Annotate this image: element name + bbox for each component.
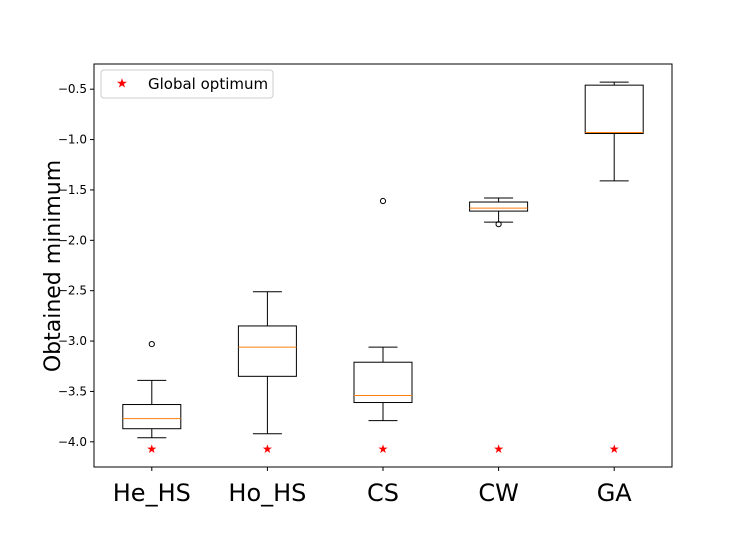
global-optimum-marker: ★ [378, 442, 389, 456]
y-tick-label: −3.5 [58, 384, 87, 398]
box-iqr [353, 361, 413, 404]
y-tick-label: −3.0 [58, 334, 87, 348]
box-iqr [122, 404, 182, 430]
legend: ★ Global optimum [100, 69, 274, 99]
plot-area-frame [93, 63, 673, 468]
y-tick-label: −1.0 [58, 133, 87, 147]
global-optimum-marker: ★ [146, 442, 157, 456]
box-iqr [469, 201, 529, 212]
x-tick-label: CS [367, 479, 399, 507]
global-optimum-marker: ★ [493, 442, 504, 456]
y-tick-label: −1.5 [58, 183, 87, 197]
y-tick-label: −2.0 [58, 233, 87, 247]
y-axis-label: Obtained minimum [41, 160, 66, 372]
x-tick-label: GA [597, 479, 633, 507]
y-tick-label: −4.0 [58, 435, 87, 449]
y-tick-label: −2.5 [58, 284, 87, 298]
global-optimum-marker: ★ [609, 442, 620, 456]
outlier-point [148, 340, 155, 348]
outlier-point [379, 197, 387, 205]
global-optimum-marker: ★ [262, 442, 273, 456]
legend-star-icon: ★ [116, 77, 128, 92]
y-tick-label: −0.5 [58, 82, 87, 96]
legend-label: Global optimum [148, 75, 268, 93]
box-iqr [584, 84, 644, 135]
legend-frame [100, 69, 274, 99]
x-tick-label: He_HS [113, 479, 191, 507]
outlier-point [495, 221, 502, 228]
box-iqr [237, 325, 297, 377]
x-tick-label: CW [478, 479, 519, 507]
x-tick-label: Ho_HS [228, 479, 306, 507]
